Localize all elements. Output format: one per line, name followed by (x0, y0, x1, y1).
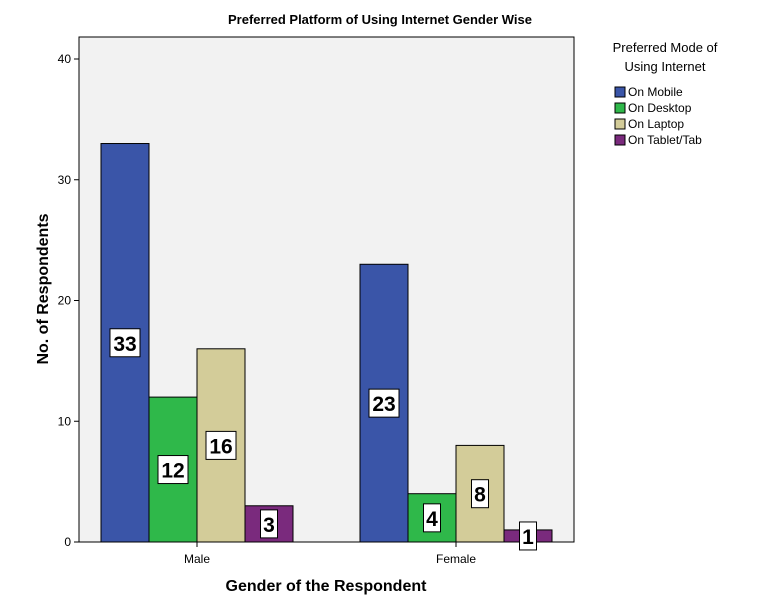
data-label: 1 (522, 526, 534, 549)
legend-swatch (614, 134, 626, 146)
y-tick-label: 10 (58, 414, 72, 428)
data-label: 12 (161, 460, 184, 483)
legend-title-line-1: Preferred Mode of (613, 40, 718, 55)
data-label: 8 (474, 484, 486, 507)
legend: Preferred Mode of Using Internet On Mobi… (613, 40, 718, 147)
chart-title: Preferred Platform of Using Internet Gen… (228, 12, 532, 27)
x-tick-label: Female (436, 552, 476, 566)
data-label-box (368, 388, 400, 418)
x-axis: Male Female (184, 542, 476, 566)
legend-swatch (614, 102, 626, 114)
data-label-box (205, 430, 237, 460)
y-axis: 0 10 20 30 40 (58, 52, 79, 549)
legend-swatch (614, 86, 626, 98)
x-axis-title: Gender of the Respondent (226, 578, 428, 595)
data-label: 33 (113, 333, 136, 356)
y-tick-label: 40 (58, 52, 72, 66)
legend-title-line-2: Using Internet (625, 59, 706, 74)
legend-label: On Tablet/Tab (628, 133, 702, 147)
y-tick-label: 0 (64, 535, 71, 549)
legend-swatch (614, 118, 626, 130)
data-label: 23 (372, 393, 395, 416)
legend-label: On Mobile (628, 85, 683, 99)
data-label: 3 (263, 514, 275, 537)
data-label-box (519, 521, 537, 551)
data-label-box (423, 503, 441, 533)
data-label: 4 (426, 508, 438, 531)
y-tick-label: 30 (58, 173, 72, 187)
legend-label: On Laptop (628, 117, 684, 131)
data-labels: 33 12 16 3 23 4 8 1 (109, 328, 537, 551)
data-label-box (157, 455, 189, 485)
y-axis-title: No. of Respondents (35, 213, 52, 364)
data-label-box (109, 328, 141, 358)
data-label-box (471, 479, 489, 509)
data-label-box (260, 509, 278, 539)
y-tick-label: 20 (58, 294, 72, 308)
x-tick-label: Male (184, 552, 210, 566)
data-label: 16 (209, 435, 232, 458)
legend-label: On Desktop (628, 101, 692, 115)
